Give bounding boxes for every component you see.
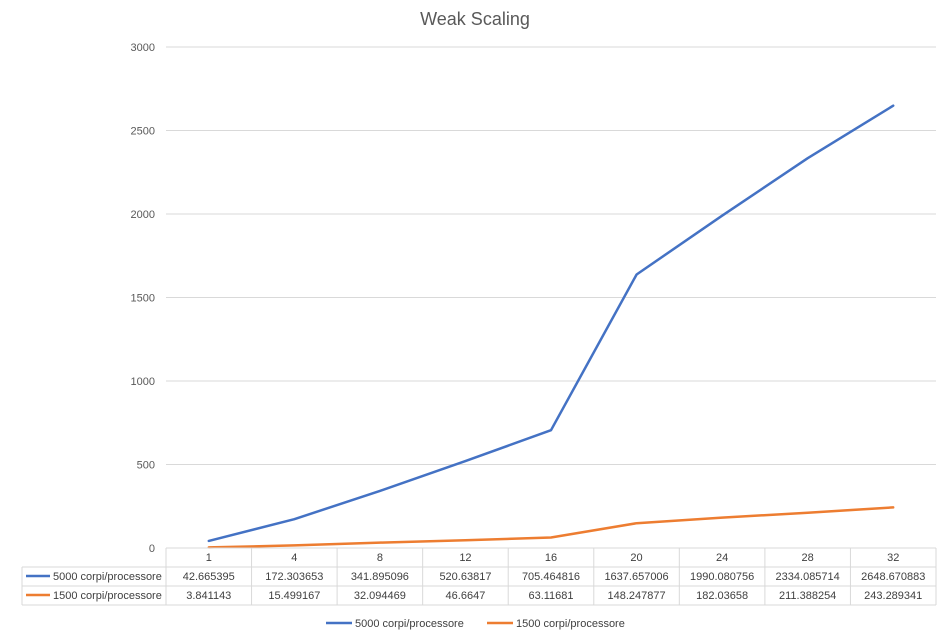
data-label: 2648.670883 [861,571,925,583]
data-label: 520.63817 [439,571,491,583]
data-table: 1 4 8 12 16 20 24 28 32 5000 corpi/processore 42.6… [21,547,937,606]
x-tick-label: 4 [291,552,297,564]
y-tick-label: 1500 [131,293,155,305]
x-tick-label: 1 [206,552,212,564]
chart-title: Weak Scaling [420,9,530,29]
x-tick-label: 24 [716,552,728,564]
x-tick-label: 12 [459,552,471,564]
data-label: 1990.080756 [690,571,754,583]
data-label: 15.499167 [268,590,320,602]
series-lines [207,104,895,549]
row-series-label: 1500 corpi/processore [53,590,162,602]
data-label: 341.895096 [351,571,409,583]
gridlines [166,46,936,465]
row-series-label: 5000 corpi/processore [53,571,162,583]
data-label: 148.247877 [607,590,665,602]
y-axis: 0 500 1000 1500 2000 2500 3000 [131,42,155,555]
data-label: 63.11681 [528,590,573,602]
y-tick-label: 0 [149,543,155,555]
y-tick-label: 500 [137,460,155,472]
x-tick-label: 20 [630,552,642,564]
data-label: 243.289341 [864,590,922,602]
data-label: 705.464816 [522,571,580,583]
data-label: 42.665395 [183,571,235,583]
x-tick-label: 28 [802,552,814,564]
x-tick-label: 8 [377,552,383,564]
legend-entry: 1500 corpi/processore [516,618,625,630]
data-label: 211.388254 [779,590,836,602]
data-label: 1637.657006 [604,571,668,583]
y-tick-label: 2000 [131,209,155,221]
data-label: 3.841143 [186,590,231,602]
y-tick-label: 1000 [131,376,155,388]
y-tick-label: 3000 [131,42,155,54]
series-line-1 [207,104,895,543]
data-label: 32.094469 [354,590,406,602]
data-label: 172.303653 [265,571,323,583]
data-label: 182.03658 [696,590,748,602]
x-tick-label: 16 [545,552,557,564]
legend-entry: 5000 corpi/processore [355,618,464,630]
data-label: 46.6647 [446,590,486,602]
series-line-2 [207,506,895,549]
legend: 5000 corpi/processore 1500 corpi/processo… [326,618,625,630]
y-tick-label: 2500 [131,126,155,138]
data-label: 2334.085714 [776,571,840,583]
x-tick-label: 32 [887,552,899,564]
